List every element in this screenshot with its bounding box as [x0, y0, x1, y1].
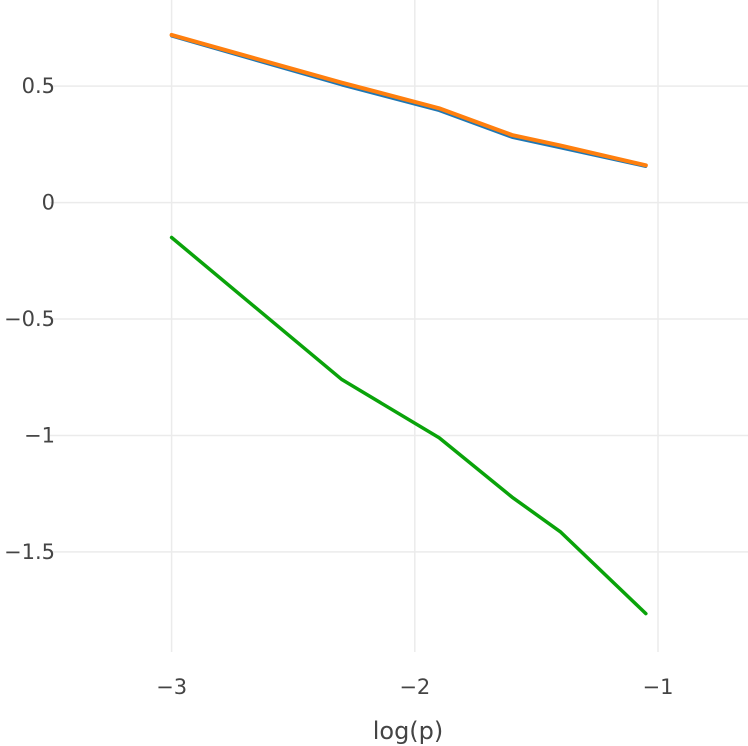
x-axis-title: log(p)	[373, 717, 444, 745]
series-line-3	[169, 235, 648, 616]
x-tick-label: −3	[156, 675, 187, 699]
y-tick-label: 0	[42, 191, 55, 215]
y-tick-label: −0.5	[4, 307, 55, 331]
x-tick-labels: −3 −2 −1	[156, 675, 673, 699]
x-gridlines	[170, 0, 659, 652]
y-tick-label: −1	[24, 423, 55, 447]
y-tick-label: −1.5	[4, 540, 55, 564]
series-layer	[169, 32, 648, 616]
y-tick-label: 0.5	[22, 74, 55, 98]
series-line-2	[169, 32, 648, 168]
series-line-1	[170, 34, 648, 168]
x-tick-label: −1	[643, 675, 674, 699]
y-gridlines	[50, 85, 748, 553]
y-tick-labels: 0.5 0 −0.5 −1 −1.5	[4, 74, 55, 564]
x-tick-label: −2	[399, 675, 430, 699]
